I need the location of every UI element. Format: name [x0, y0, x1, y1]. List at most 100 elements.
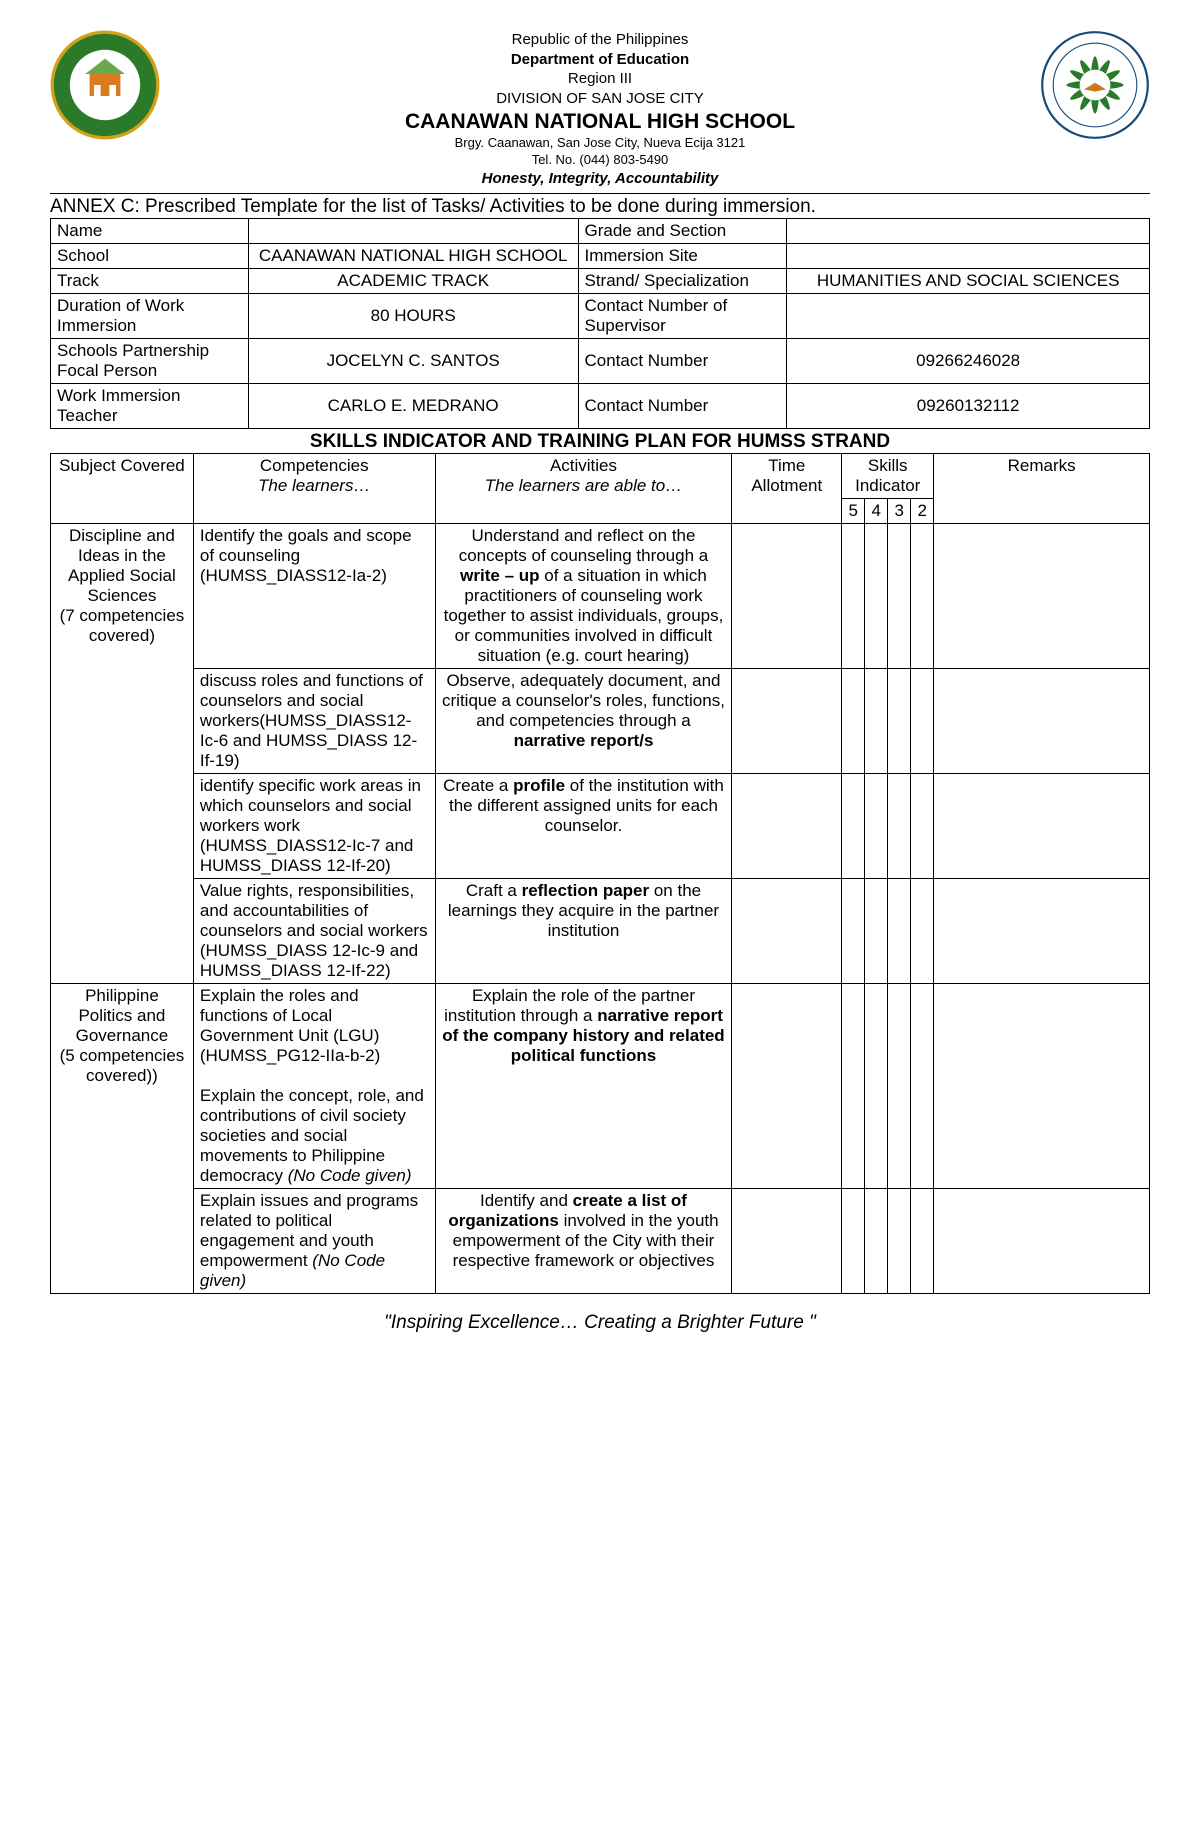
skill-cell: [842, 1188, 865, 1293]
skills-table: Subject Covered CompetenciesThe learners…: [50, 453, 1150, 1294]
header-address: Brgy. Caanawan, San Jose City, Nueva Eci…: [50, 135, 1150, 152]
label: Contact Number: [578, 383, 787, 428]
competency-cell: Explain issues and programs related to p…: [193, 1188, 435, 1293]
header-line: Region III: [50, 69, 1150, 89]
value: HUMANITIES AND SOCIAL SCIENCES: [787, 268, 1150, 293]
skill-cell: [888, 1188, 911, 1293]
header-line: Republic of the Philippines: [50, 30, 1150, 50]
header-tel: Tel. No. (044) 803-5490: [50, 152, 1150, 169]
competency-cell: Explain the roles and functions of Local…: [193, 983, 435, 1188]
skill-cell: [911, 878, 934, 983]
remarks-cell: [934, 773, 1150, 878]
col-skills: Skills Indicator: [842, 453, 934, 498]
skill-cell: [888, 878, 911, 983]
time-cell: [732, 878, 842, 983]
value: CAANAWAN NATIONAL HIGH SCHOOL: [248, 243, 578, 268]
deped-seal-icon: [50, 30, 160, 140]
label: Immersion Site: [578, 243, 787, 268]
value: [248, 218, 578, 243]
skill-cell: [842, 668, 865, 773]
annex-title: ANNEX C: Prescribed Template for the lis…: [50, 196, 1150, 218]
value: 09260132112: [787, 383, 1150, 428]
label: Grade and Section: [578, 218, 787, 243]
label: Schools Partnership Focal Person: [51, 338, 249, 383]
skill-cell: [842, 983, 865, 1188]
time-cell: [732, 668, 842, 773]
label: Name: [51, 218, 249, 243]
value: ACADEMIC TRACK: [248, 268, 578, 293]
col-subject: Subject Covered: [51, 453, 194, 523]
remarks-cell: [934, 878, 1150, 983]
col-5: 5: [842, 498, 865, 523]
skill-cell: [911, 773, 934, 878]
skill-cell: [865, 668, 888, 773]
label: Strand/ Specialization: [578, 268, 787, 293]
label: Work Immersion Teacher: [51, 383, 249, 428]
header-line: DIVISION OF SAN JOSE CITY: [50, 89, 1150, 109]
value: JOCELYN C. SANTOS: [248, 338, 578, 383]
footer-motto: "Inspiring Excellence… Creating a Bright…: [50, 1312, 1150, 1334]
value: [787, 243, 1150, 268]
label: Contact Number of Supervisor: [578, 293, 787, 338]
time-cell: [732, 1188, 842, 1293]
subject-cell: Philippine Politics and Governance (5 co…: [51, 983, 194, 1293]
col-2: 2: [911, 498, 934, 523]
competency-cell: discuss roles and functions of counselor…: [193, 668, 435, 773]
activity-cell: Create a profile of the institution with…: [435, 773, 732, 878]
skill-cell: [888, 773, 911, 878]
info-table: Name Grade and Section School CAANAWAN N…: [50, 218, 1150, 429]
skill-cell: [888, 523, 911, 668]
skill-cell: [911, 523, 934, 668]
value: CARLO E. MEDRANO: [248, 383, 578, 428]
remarks-cell: [934, 523, 1150, 668]
col-time: Time Allotment: [732, 453, 842, 523]
remarks-cell: [934, 1188, 1150, 1293]
competency-cell: Value rights, responsibilities, and acco…: [193, 878, 435, 983]
col-3: 3: [888, 498, 911, 523]
col-competencies: CompetenciesThe learners…: [193, 453, 435, 523]
label: Track: [51, 268, 249, 293]
skill-cell: [888, 668, 911, 773]
col-remarks: Remarks: [934, 453, 1150, 523]
skill-cell: [865, 773, 888, 878]
competency-cell: Identify the goals and scope of counseli…: [193, 523, 435, 668]
value: [787, 218, 1150, 243]
activity-cell: Explain the role of the partner institut…: [435, 983, 732, 1188]
skill-cell: [865, 983, 888, 1188]
time-cell: [732, 773, 842, 878]
activity-cell: Craft a reflection paper on the learning…: [435, 878, 732, 983]
value: [787, 293, 1150, 338]
remarks-cell: [934, 983, 1150, 1188]
skill-cell: [865, 523, 888, 668]
skill-cell: [865, 878, 888, 983]
skill-cell: [888, 983, 911, 1188]
col-4: 4: [865, 498, 888, 523]
skill-cell: [842, 878, 865, 983]
value: 09266246028: [787, 338, 1150, 383]
activity-cell: Understand and reflect on the concepts o…: [435, 523, 732, 668]
document-header: Republic of the Philippines Department o…: [50, 30, 1150, 194]
col-activities: ActivitiesThe learners are able to…: [435, 453, 732, 523]
time-cell: [732, 983, 842, 1188]
skill-cell: [842, 523, 865, 668]
value: 80 HOURS: [248, 293, 578, 338]
label: Contact Number: [578, 338, 787, 383]
skill-cell: [911, 983, 934, 1188]
label: Duration of Work Immersion: [51, 293, 249, 338]
remarks-cell: [934, 668, 1150, 773]
time-cell: [732, 523, 842, 668]
header-line: Department of Education: [50, 50, 1150, 70]
header-motto: Honesty, Integrity, Accountability: [50, 169, 1150, 189]
label: School: [51, 243, 249, 268]
activity-cell: Observe, adequately document, and critiq…: [435, 668, 732, 773]
subject-cell: Discipline and Ideas in the Applied Soci…: [51, 523, 194, 983]
skill-cell: [911, 1188, 934, 1293]
school-seal-icon: [1040, 30, 1150, 140]
school-name: CAANAWAN NATIONAL HIGH SCHOOL: [50, 108, 1150, 135]
competency-cell: identify specific work areas in which co…: [193, 773, 435, 878]
skill-cell: [911, 668, 934, 773]
skill-cell: [865, 1188, 888, 1293]
activity-cell: Identify and create a list of organizati…: [435, 1188, 732, 1293]
plan-title: SKILLS INDICATOR AND TRAINING PLAN FOR H…: [50, 431, 1150, 453]
skill-cell: [842, 773, 865, 878]
